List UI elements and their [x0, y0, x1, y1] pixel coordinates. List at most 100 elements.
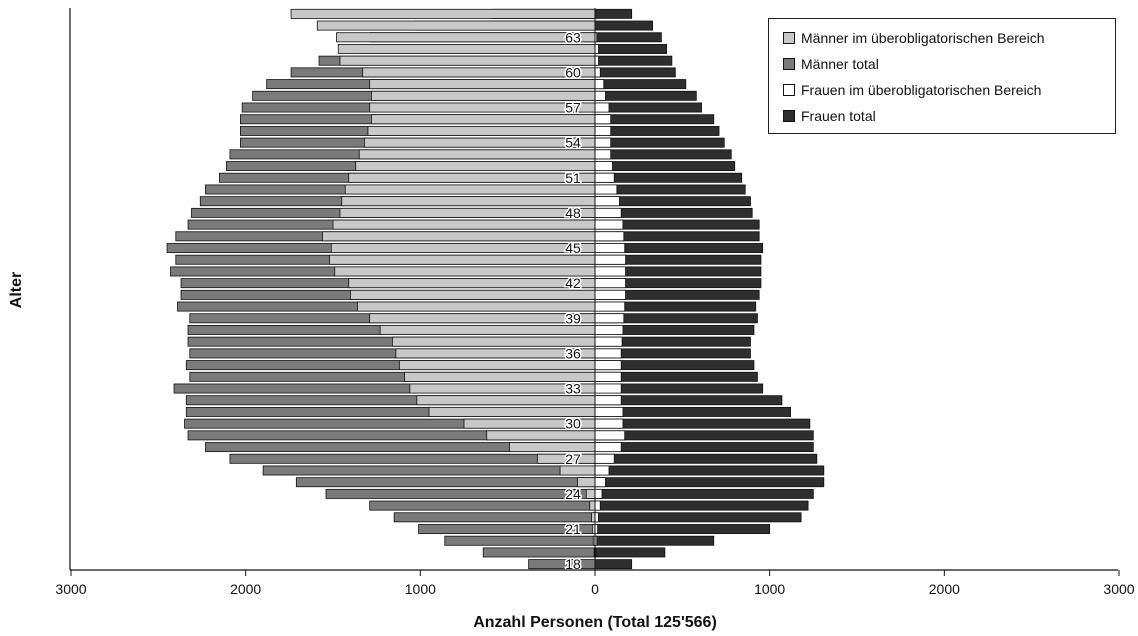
- bar-frauen-total: [594, 430, 814, 441]
- bar-frauen-total: [594, 184, 746, 195]
- bar-frauen-total: [594, 20, 654, 31]
- bar-frauen-ueberobligatorisch: [594, 219, 624, 230]
- age-label: 30: [565, 416, 581, 432]
- age-label: 24: [565, 486, 581, 502]
- bar-frauen-total: [594, 149, 732, 160]
- bar-frauen-total: [594, 512, 802, 523]
- bar-maenner-ueberobligatorisch: [357, 301, 596, 312]
- bar-frauen-total: [594, 559, 633, 570]
- age-label: 57: [565, 100, 581, 116]
- bar-frauen-ueberobligatorisch: [594, 67, 601, 78]
- bar-frauen-ueberobligatorisch: [594, 325, 624, 335]
- age-label: 27: [565, 451, 581, 467]
- bar-maenner-ueberobligatorisch: [371, 90, 596, 101]
- bar-frauen-total: [594, 406, 792, 417]
- bar-frauen-total: [594, 395, 783, 406]
- x-tick-label: 3000: [1103, 581, 1134, 597]
- x-tick-label: 1000: [405, 581, 436, 597]
- bar-maenner-ueberobligatorisch: [416, 395, 596, 406]
- bar-frauen-total: [594, 524, 771, 534]
- bar-frauen-ueberobligatorisch: [594, 289, 626, 300]
- bar-frauen-ueberobligatorisch: [594, 418, 624, 429]
- bar-frauen-total: [594, 465, 825, 476]
- bar-frauen-ueberobligatorisch: [594, 137, 612, 148]
- bar-maenner-ueberobligatorisch: [509, 442, 596, 453]
- bar-frauen-total: [594, 453, 818, 464]
- age-label: 21: [565, 521, 581, 537]
- legend-item: Männer im überobligatorischen Bereich: [783, 28, 1045, 48]
- bar-frauen-ueberobligatorisch: [594, 149, 612, 160]
- bar-maenner-ueberobligatorisch: [341, 196, 596, 207]
- bar-frauen-total: [594, 535, 715, 546]
- bar-maenner-total: [444, 535, 596, 546]
- bar-frauen-total: [594, 67, 676, 78]
- bar-frauen-ueberobligatorisch: [594, 512, 599, 523]
- age-labels: 18 21 24 27 30 33 36 39 42 45 48 51 54 57 60 63: [564, 28, 583, 574]
- bar-maenner-ueberobligatorisch: [559, 465, 596, 476]
- age-label: 36: [565, 345, 581, 361]
- bar-frauen-ueberobligatorisch: [594, 172, 615, 183]
- bar-maenner-ueberobligatorisch: [486, 430, 596, 441]
- bar-maenner-ueberobligatorisch: [379, 325, 596, 335]
- bar-frauen-ueberobligatorisch: [594, 348, 622, 359]
- bar-frauen-ueberobligatorisch: [594, 266, 626, 277]
- bar-frauen-ueberobligatorisch: [594, 90, 606, 101]
- bar-frauen-ueberobligatorisch: [594, 102, 610, 113]
- bar-frauen-total: [594, 161, 736, 172]
- bar-frauen-total: [594, 44, 668, 54]
- bar-maenner-total: [325, 488, 596, 499]
- bar-frauen-total: [594, 79, 687, 90]
- bar-maenner-ueberobligatorisch: [369, 102, 596, 113]
- legend-swatch: [783, 110, 795, 122]
- legend-item: Männer total: [783, 54, 879, 74]
- bar-frauen-total: [594, 488, 814, 499]
- bar-frauen-total: [594, 102, 702, 113]
- bar-frauen-ueberobligatorisch: [594, 430, 626, 441]
- age-label: 63: [565, 29, 581, 45]
- bar-frauen-total: [594, 8, 633, 19]
- x-axis-title: Anzahl Personen (Total 125'566): [473, 614, 717, 631]
- bar-frauen-total: [594, 90, 697, 101]
- bar-maenner-ueberobligatorisch: [371, 114, 596, 125]
- age-label: 54: [565, 135, 581, 151]
- bar-maenner-ueberobligatorisch: [350, 289, 596, 300]
- bar-frauen-total: [594, 442, 814, 453]
- age-label: 51: [565, 170, 581, 186]
- bar-frauen-ueberobligatorisch: [594, 442, 622, 453]
- x-axis: 3000 2000 1000 0 1000 2000 3000: [55, 8, 1135, 597]
- bar-maenner-ueberobligatorisch: [348, 172, 596, 183]
- bar-maenner-ueberobligatorisch: [334, 266, 596, 277]
- bar-frauen-ueberobligatorisch: [594, 278, 626, 289]
- bar-maenner-ueberobligatorisch: [337, 44, 596, 54]
- legend-label: Frauen total: [801, 108, 876, 124]
- bar-maenner-ueberobligatorisch: [329, 254, 596, 265]
- bar-frauen-ueberobligatorisch: [594, 395, 622, 406]
- bar-maenner-ueberobligatorisch: [348, 278, 596, 289]
- bar-frauen-ueberobligatorisch: [594, 313, 625, 324]
- bar-maenner-ueberobligatorisch: [336, 32, 596, 43]
- bar-frauen-ueberobligatorisch: [594, 161, 613, 172]
- bar-frauen-total: [594, 125, 720, 136]
- bar-maenner-ueberobligatorisch: [332, 219, 596, 230]
- bar-frauen-total: [594, 55, 673, 66]
- x-tick-label: 3000: [55, 581, 86, 597]
- bar-frauen-total: [594, 137, 725, 148]
- bar-frauen-total: [594, 500, 809, 511]
- legend-label: Frauen im überobligatorischen Bereich: [801, 82, 1042, 98]
- bar-frauen-ueberobligatorisch: [594, 125, 612, 136]
- bar-frauen-ueberobligatorisch: [594, 383, 622, 394]
- bar-frauen-ueberobligatorisch: [594, 243, 626, 253]
- bar-frauen-total: [594, 547, 666, 558]
- x-tick-label: 1000: [754, 581, 785, 597]
- age-label: 60: [565, 64, 581, 80]
- bar-maenner-ueberobligatorisch: [330, 243, 596, 253]
- bar-maenner-ueberobligatorisch: [398, 360, 596, 371]
- bar-frauen-total: [594, 114, 715, 125]
- bar-frauen-ueberobligatorisch: [594, 55, 599, 66]
- bar-frauen-ueberobligatorisch: [594, 184, 618, 195]
- bar-maenner-ueberobligatorisch: [369, 79, 596, 90]
- bar-frauen-ueberobligatorisch: [594, 477, 606, 488]
- legend-item: Frauen im überobligatorischen Bereich: [783, 80, 1041, 100]
- bar-maenner-ueberobligatorisch: [358, 149, 596, 160]
- bar-maenner-ueberobligatorisch: [316, 20, 596, 31]
